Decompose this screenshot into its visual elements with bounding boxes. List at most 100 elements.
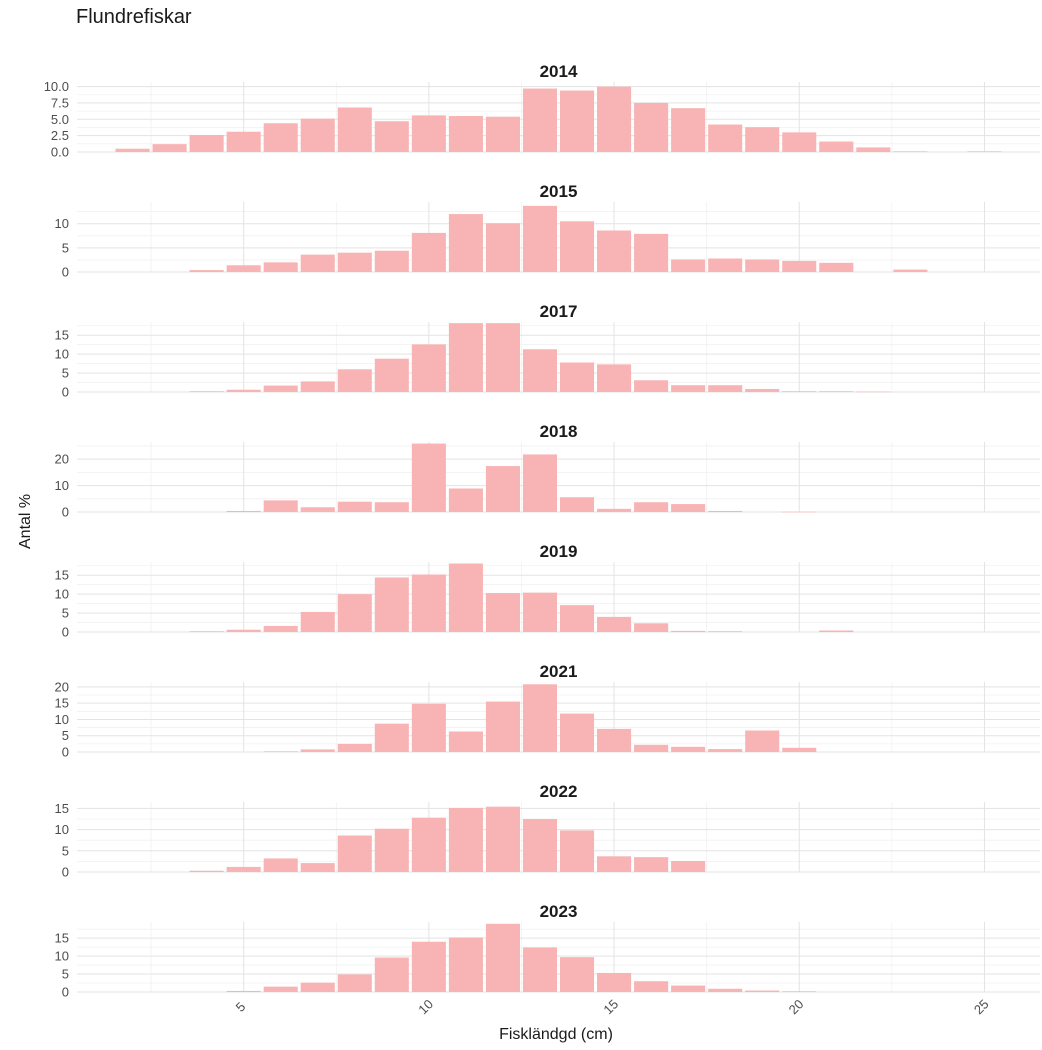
bar <box>819 262 854 272</box>
y-tick-label: 0 <box>62 865 69 880</box>
bar <box>745 388 780 392</box>
bar <box>300 982 335 992</box>
y-tick-label: 5 <box>62 967 69 982</box>
y-tick-label: 0 <box>62 265 69 280</box>
bar <box>337 369 372 392</box>
bar <box>263 123 298 152</box>
bar <box>411 574 446 632</box>
bar <box>189 391 224 392</box>
bar <box>448 116 483 152</box>
panel-2018: 2018 0 10 20 <box>55 422 1040 520</box>
bar <box>374 723 409 752</box>
bar <box>411 232 446 272</box>
bar <box>634 380 669 392</box>
bar <box>634 981 669 992</box>
bar <box>411 344 446 392</box>
bar <box>300 381 335 392</box>
bar <box>745 730 780 752</box>
bar <box>597 728 632 752</box>
x-axis-label: Fiskländgd (cm) <box>0 1026 1042 1044</box>
bar <box>782 991 817 992</box>
bar <box>189 134 224 152</box>
y-tick-label: 15 <box>55 696 69 711</box>
y-tick-label: 10 <box>55 347 69 362</box>
y-tick-label: 20 <box>55 679 69 694</box>
x-tick-label: 10 <box>415 996 436 1017</box>
bar <box>263 625 298 632</box>
y-tick-label: 7.5 <box>51 95 69 110</box>
bar <box>485 701 520 752</box>
bar <box>671 746 706 752</box>
bar <box>559 713 595 752</box>
panel-title-2015: 2015 <box>540 182 578 201</box>
bar <box>893 269 928 272</box>
bar <box>374 828 409 872</box>
bar <box>448 323 483 392</box>
panel-title-2014: 2014 <box>540 62 578 81</box>
panel-2019: 2019 0 5 10 15 <box>55 542 1040 640</box>
x-axis-label-text: Fiskländgd (cm) <box>499 1026 613 1043</box>
bar <box>634 744 669 752</box>
bar <box>671 985 706 992</box>
bar <box>559 605 595 632</box>
bar <box>671 860 706 872</box>
bar <box>522 947 558 992</box>
bar <box>226 990 261 992</box>
bar <box>782 260 817 272</box>
bar <box>708 124 743 152</box>
bar <box>597 508 632 512</box>
y-tick-label: 10 <box>55 712 69 727</box>
x-tick-label: 20 <box>786 996 807 1017</box>
bar <box>374 250 409 272</box>
chart-title: Flundrefiskar <box>76 6 192 28</box>
bar <box>374 358 409 392</box>
bar <box>856 391 891 393</box>
bar <box>485 923 520 992</box>
bar <box>522 205 558 272</box>
bar <box>337 501 372 512</box>
bar <box>300 863 335 872</box>
bar <box>597 856 632 872</box>
bar <box>634 857 669 872</box>
bar <box>819 141 854 152</box>
y-tick-label: 15 <box>55 328 69 343</box>
bar <box>597 230 632 272</box>
bar <box>485 223 520 272</box>
y-tick-label: 15 <box>55 801 69 816</box>
bar <box>671 108 706 152</box>
bar <box>485 466 520 512</box>
bar <box>559 90 595 152</box>
bar <box>263 262 298 272</box>
y-tick-label: 5 <box>62 240 69 255</box>
bar <box>337 743 372 752</box>
bar <box>522 349 558 392</box>
panel-title-2022: 2022 <box>540 782 578 801</box>
bar <box>300 118 335 152</box>
panel-2017: 2017 0 5 10 15 <box>55 302 1040 400</box>
bar <box>226 131 261 152</box>
y-tick-label: 0 <box>62 985 69 1000</box>
bar <box>300 254 335 272</box>
panel-2023: 2023 0 5 10 15 <box>55 902 1040 1000</box>
bar <box>337 974 372 992</box>
bar <box>300 749 335 752</box>
bar <box>522 592 558 632</box>
bar <box>856 147 891 152</box>
y-tick-label: 10 <box>55 949 69 964</box>
bar <box>597 616 632 632</box>
bar <box>782 132 817 152</box>
y-tick-label: 10 <box>55 822 69 837</box>
bar <box>411 941 446 992</box>
bar <box>263 751 298 752</box>
bar <box>671 630 706 632</box>
y-tick-label: 15 <box>55 931 69 946</box>
bar <box>411 817 446 872</box>
bar <box>152 144 187 152</box>
y-tick-label: 0 <box>62 625 69 640</box>
bar <box>522 818 558 872</box>
bar <box>337 252 372 272</box>
bar <box>448 214 483 272</box>
y-tick-label: 15 <box>55 568 69 583</box>
